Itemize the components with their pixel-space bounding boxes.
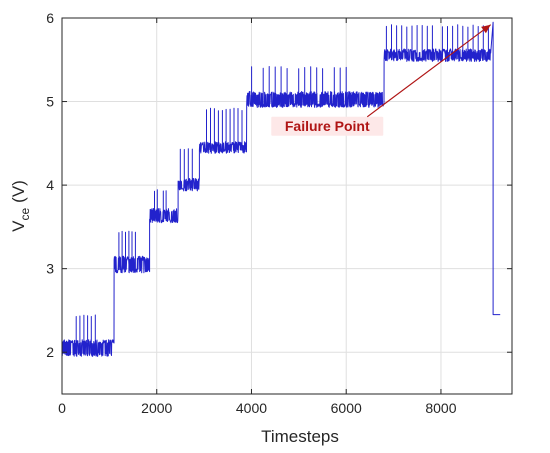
failure-point-label: Failure Point [285,118,370,134]
x-tick-label: 8000 [425,400,456,416]
vce-series-line [61,21,501,357]
failure-point-label-bg [271,116,384,136]
y-axis-label-unit: (V) [9,180,28,203]
series-layer [61,21,501,357]
y-tick-label: 3 [46,261,54,277]
y-tick-label: 6 [46,10,54,26]
x-tick-label: 4000 [236,400,267,416]
axes-box [61,17,513,395]
x-tick-label: 0 [58,400,66,416]
y-tick-label: 5 [46,94,54,110]
tick-labels: 0 2000 4000 6000 8000 2 3 4 5 6 [46,10,457,416]
y-axis-label-subscript: ce [18,208,32,221]
x-axis-label: Timesteps [261,427,339,446]
failure-point-arrow [366,24,492,118]
y-axis-label-main: V [9,220,28,232]
x-tick-label: 2000 [141,400,172,416]
y-tick-label: 2 [46,344,54,360]
x-tick-label: 6000 [331,400,362,416]
failure-point-arrowhead [481,24,491,34]
plot-frame [61,17,513,395]
annotation-layer: Failure Point [271,24,492,136]
y-axis-label: Vce (V) [9,180,32,232]
y-tick-label: 4 [46,177,54,193]
